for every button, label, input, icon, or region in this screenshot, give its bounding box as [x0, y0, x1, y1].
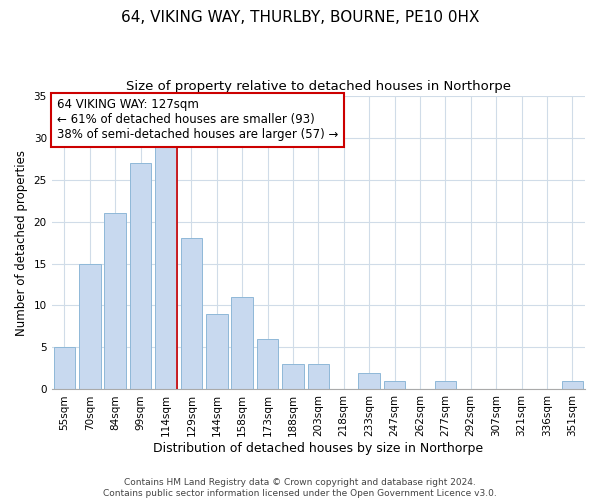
- Bar: [232, 297, 253, 390]
- Text: 64 VIKING WAY: 127sqm
← 61% of detached houses are smaller (93)
38% of semi-deta: 64 VIKING WAY: 127sqm ← 61% of detached …: [57, 98, 338, 142]
- Bar: [181, 238, 202, 390]
- X-axis label: Distribution of detached houses by size in Northorpe: Distribution of detached houses by size …: [153, 442, 484, 455]
- Bar: [384, 381, 406, 390]
- Bar: [206, 314, 227, 390]
- Text: 64, VIKING WAY, THURLBY, BOURNE, PE10 0HX: 64, VIKING WAY, THURLBY, BOURNE, PE10 0H…: [121, 10, 479, 25]
- Bar: [282, 364, 304, 390]
- Bar: [358, 372, 380, 390]
- Bar: [257, 339, 278, 390]
- Y-axis label: Number of detached properties: Number of detached properties: [15, 150, 28, 336]
- Bar: [53, 348, 75, 390]
- Bar: [155, 146, 177, 390]
- Bar: [308, 364, 329, 390]
- Bar: [130, 162, 151, 390]
- Title: Size of property relative to detached houses in Northorpe: Size of property relative to detached ho…: [126, 80, 511, 93]
- Bar: [434, 381, 456, 390]
- Text: Contains HM Land Registry data © Crown copyright and database right 2024.
Contai: Contains HM Land Registry data © Crown c…: [103, 478, 497, 498]
- Bar: [79, 264, 101, 390]
- Bar: [104, 213, 126, 390]
- Bar: [562, 381, 583, 390]
